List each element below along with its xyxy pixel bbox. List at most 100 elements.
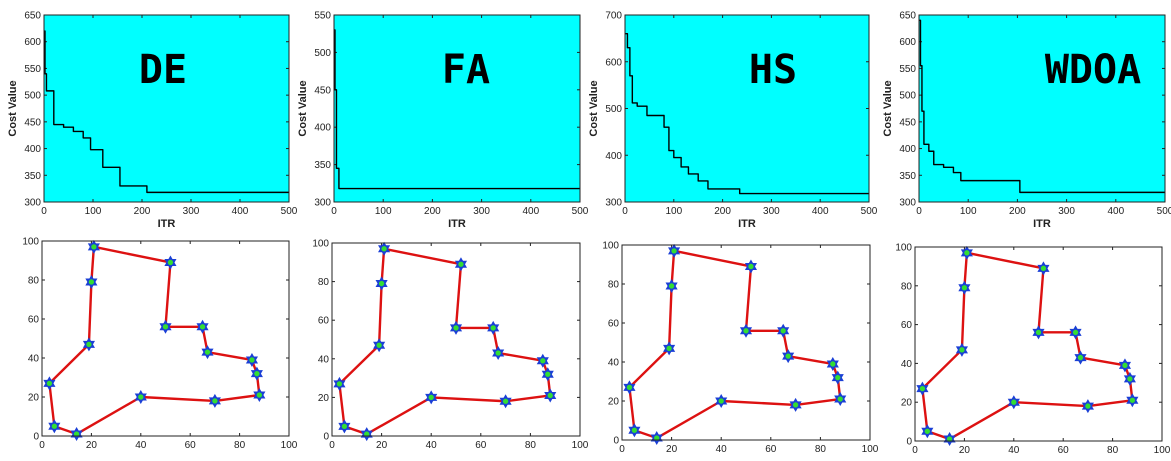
y-tick-label: 600: [899, 37, 916, 48]
plot-area: [44, 15, 289, 202]
city-marker: [454, 257, 468, 272]
y-axis-label: Cost Value: [297, 80, 309, 136]
y-tick-label: 650: [899, 11, 916, 22]
city-marker: [87, 239, 100, 254]
city-marker: [1037, 261, 1050, 276]
x-tick-label: 500: [572, 206, 589, 217]
city-marker: [1074, 350, 1087, 365]
city-marker: [831, 370, 844, 385]
city-marker: [1007, 395, 1020, 410]
city-marker: [960, 245, 973, 260]
x-tick-label: 500: [1157, 206, 1171, 217]
x-tick-label: 60: [475, 440, 487, 451]
y-tick-label: 80: [901, 281, 913, 292]
x-tick-label: 20: [376, 440, 388, 451]
x-tick-label: 400: [522, 206, 539, 217]
chart-panel-5: 0 20 40 60 80 100 0 20 40 60 80 100: [22, 237, 297, 452]
route-series-line: [48, 245, 261, 436]
x-tick-label: 60: [1058, 445, 1070, 456]
city-marker: [628, 423, 641, 438]
city-marker: [789, 397, 802, 412]
x-axis-label: ITR: [158, 218, 176, 230]
y-tick-label: 100: [312, 239, 329, 250]
y-tick-label: 40: [28, 354, 40, 365]
y-tick-label: 400: [24, 144, 41, 155]
y-tick-label: 450: [899, 117, 916, 128]
y-tick-label: 60: [608, 319, 620, 330]
city-marker: [777, 323, 790, 338]
x-axis-label: ITR: [738, 218, 756, 230]
y-tick-label: 550: [24, 64, 41, 75]
city-marker: [1032, 325, 1045, 340]
y-tick-label: 20: [318, 393, 330, 404]
y-tick-label: 300: [24, 198, 41, 209]
city-marker: [1069, 325, 1082, 340]
city-marker: [201, 345, 214, 360]
city-marker: [536, 353, 549, 368]
axes-frame: [333, 14, 581, 203]
x-tick-label: 0: [622, 206, 628, 217]
y-tick-label: 100: [895, 243, 912, 254]
x-tick-label: 0: [916, 206, 922, 217]
city-marker: [85, 274, 98, 289]
y-tick-label: 400: [605, 151, 622, 162]
axes-frame: [331, 242, 581, 437]
y-tick-label: 40: [318, 354, 330, 365]
plot-area: [625, 15, 869, 202]
city-marker: [739, 323, 753, 338]
city-marker: [487, 320, 500, 335]
y-tick-label: 500: [24, 91, 41, 102]
chart-panel-3: 0 100 200 300 400 500 300 400 500 600 700 ITR Cost V…: [588, 11, 878, 231]
city-marker: [744, 259, 758, 274]
x-tick-label: 200: [1009, 206, 1026, 217]
x-tick-label: 40: [135, 440, 147, 451]
y-tick-label: 80: [28, 276, 40, 287]
y-tick-label: 0: [613, 436, 619, 447]
x-tick-label: 100: [862, 444, 879, 455]
x-tick-label: 500: [281, 206, 298, 217]
city-marker: [782, 349, 795, 364]
plot-area: [919, 15, 1165, 202]
x-tick-label: 80: [1107, 445, 1119, 456]
chart-panel-4: 0 100 200 300 400 500 300 350 400 450 500 550 600 650…: [882, 11, 1171, 231]
city-marker: [492, 346, 505, 361]
axes-frame: [43, 14, 290, 203]
x-tick-label: 40: [426, 440, 438, 451]
x-tick-label: 0: [331, 206, 337, 217]
y-tick-label: 350: [314, 160, 331, 171]
y-axis-label: Cost Value: [7, 80, 19, 136]
x-tick-label: 400: [1107, 206, 1124, 217]
plot-area: [332, 243, 580, 436]
y-tick-label: 100: [602, 241, 619, 252]
city-marker: [378, 241, 391, 256]
y-tick-label: 20: [608, 397, 620, 408]
city-marker: [425, 390, 438, 405]
x-tick-label: 80: [234, 440, 246, 451]
plot-area: [622, 245, 870, 440]
x-tick-label: 400: [232, 206, 249, 217]
y-axis-label: Cost Value: [882, 80, 894, 136]
y-tick-label: 550: [899, 64, 916, 75]
city-marker: [921, 424, 934, 439]
y-tick-label: 400: [899, 144, 916, 155]
city-marker: [196, 319, 209, 334]
y-tick-label: 0: [323, 432, 329, 443]
city-marker: [250, 366, 263, 381]
city-marker: [375, 276, 388, 291]
city-marker: [826, 356, 839, 371]
x-tick-label: 200: [424, 206, 441, 217]
x-tick-label: 80: [815, 444, 827, 455]
chart-panel-8: 0 20 40 60 80 100 0 20 40 60 80 100: [895, 243, 1170, 457]
x-tick-label: 60: [185, 440, 197, 451]
city-marker: [253, 388, 266, 403]
x-tick-label: 300: [183, 206, 200, 217]
plot-area: [334, 15, 580, 202]
y-tick-label: 650: [24, 11, 41, 22]
route-series-line: [628, 249, 842, 440]
y-tick-label: 700: [605, 11, 622, 22]
chart-panel-7: 0 20 40 60 80 100 0 20 40 60 80 100: [602, 241, 878, 456]
y-tick-label: 20: [901, 398, 913, 409]
city-marker: [541, 367, 554, 382]
city-marker: [82, 337, 95, 352]
axes-frame: [621, 244, 871, 441]
